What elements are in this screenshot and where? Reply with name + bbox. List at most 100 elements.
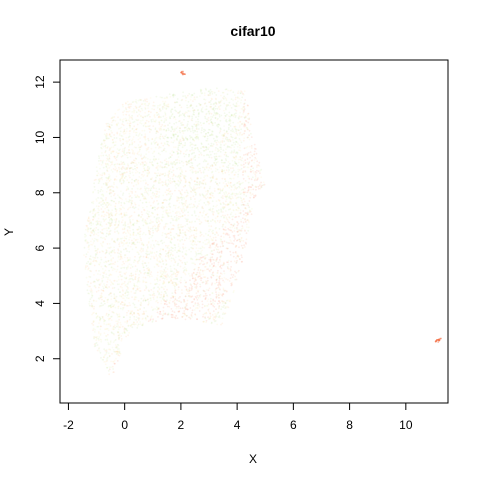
data-point [113, 155, 116, 158]
data-point [147, 157, 149, 160]
data-point [147, 272, 149, 275]
data-point [123, 214, 125, 217]
data-point [221, 294, 224, 296]
data-point [105, 184, 108, 187]
data-point [217, 311, 220, 314]
data-point [125, 289, 128, 291]
data-point [129, 229, 132, 232]
data-point [135, 162, 137, 165]
data-point [210, 106, 213, 108]
data-point [216, 139, 219, 142]
data-point [228, 236, 231, 239]
data-point [156, 169, 159, 171]
data-point [188, 227, 191, 230]
data-point [184, 224, 187, 227]
data-point [204, 276, 207, 278]
data-point [96, 344, 99, 346]
data-point [222, 293, 225, 296]
data-point [168, 190, 171, 193]
data-point [242, 188, 245, 191]
data-point [147, 139, 150, 142]
data-point [110, 211, 112, 214]
data-point [110, 213, 113, 216]
data-point [108, 304, 111, 307]
data-point [239, 211, 242, 214]
data-point [185, 220, 188, 223]
data-point [169, 211, 172, 214]
data-point [132, 185, 135, 187]
data-point [159, 279, 161, 281]
data-point [231, 231, 234, 233]
data-point [119, 274, 122, 276]
data-point [211, 91, 214, 93]
data-point [191, 288, 194, 290]
data-point [181, 289, 183, 291]
data-point [156, 306, 158, 308]
data-point [208, 134, 211, 137]
data-point [218, 275, 221, 278]
data-point [183, 257, 186, 259]
data-point [130, 325, 132, 327]
data-point [244, 180, 247, 182]
data-point [222, 228, 225, 231]
data-point [211, 273, 214, 276]
data-point [226, 266, 229, 268]
data-point [100, 200, 103, 203]
data-point [143, 262, 146, 264]
data-point [238, 115, 241, 118]
data-point [115, 300, 118, 303]
data-point [176, 264, 179, 267]
data-point [110, 281, 113, 283]
data-point [136, 241, 139, 244]
data-point [118, 336, 120, 339]
data-point [170, 237, 173, 240]
data-point [239, 186, 241, 189]
data-point [116, 171, 118, 173]
data-point [106, 299, 109, 302]
data-point [183, 118, 185, 121]
data-point [188, 155, 190, 158]
data-point [191, 262, 194, 264]
data-point [152, 158, 155, 161]
data-point [164, 313, 167, 316]
data-point [121, 173, 124, 176]
data-point [153, 180, 155, 183]
data-point [90, 270, 92, 273]
data-point [92, 260, 95, 263]
data-point [229, 300, 232, 303]
data-point [102, 356, 105, 359]
data-point [172, 117, 175, 120]
data-point [239, 156, 242, 158]
data-point [110, 292, 113, 295]
data-point [243, 117, 246, 119]
data-point [209, 119, 212, 122]
data-point [235, 162, 238, 165]
data-point [183, 313, 186, 316]
data-point [114, 362, 116, 365]
data-point [106, 366, 108, 369]
data-point [178, 229, 181, 232]
data-point [174, 133, 177, 136]
data-point [178, 234, 181, 237]
data-point [129, 257, 131, 259]
data-point [214, 289, 217, 291]
data-point [195, 230, 198, 232]
data-point [161, 106, 164, 108]
data-point [143, 103, 146, 106]
data-point [213, 91, 216, 94]
data-point [203, 210, 205, 213]
data-point [177, 250, 180, 252]
data-point [214, 233, 216, 236]
data-point [206, 153, 209, 156]
data-point [186, 111, 188, 114]
data-point [152, 212, 154, 215]
data-point [112, 349, 115, 351]
data-point [171, 175, 174, 178]
data-point [202, 263, 204, 266]
data-point [137, 317, 140, 319]
data-point [92, 209, 95, 211]
data-point [196, 295, 199, 297]
data-point [105, 227, 108, 230]
data-point [220, 209, 223, 212]
data-point [99, 332, 102, 335]
